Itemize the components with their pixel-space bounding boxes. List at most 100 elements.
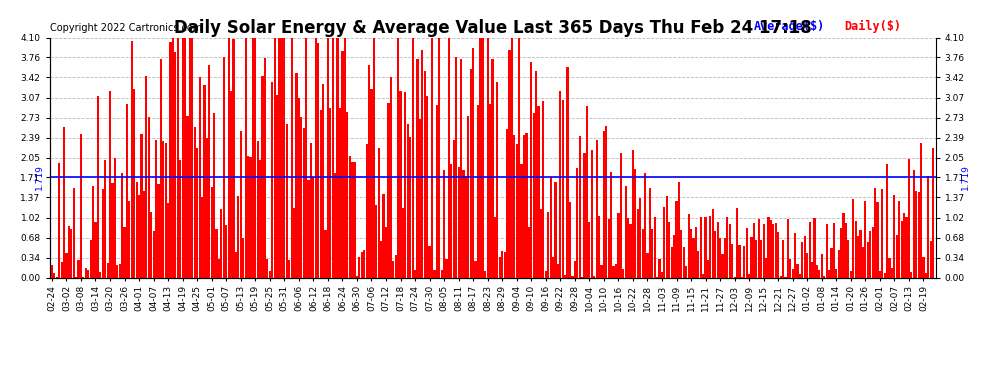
Bar [658,259,660,278]
Bar [842,213,844,278]
Bar [249,157,251,278]
Bar [392,261,394,278]
Bar [670,247,673,278]
Bar [903,213,905,278]
Bar [901,221,903,278]
Bar [719,238,721,278]
Bar [327,38,329,278]
Bar [89,240,92,278]
Bar [412,38,414,278]
Bar [154,140,157,278]
Bar [346,112,348,278]
Bar [661,272,663,278]
Bar [247,156,249,278]
Bar [831,248,833,278]
Bar [770,220,772,278]
Bar [739,245,741,278]
Bar [141,134,143,278]
Bar [874,188,876,278]
Bar [208,65,210,278]
Bar [506,129,508,278]
Bar [92,186,94,278]
Bar [424,71,426,278]
Bar [736,209,739,278]
Bar [450,164,452,278]
Bar [646,253,648,278]
Bar [126,104,128,278]
Bar [789,259,791,278]
Bar [675,201,677,278]
Bar [750,237,752,278]
Bar [727,217,729,278]
Bar [816,266,818,278]
Bar [136,182,138,278]
Bar [906,217,908,278]
Bar [644,172,646,278]
Bar [402,209,404,278]
Bar [583,153,586,278]
Bar [918,192,920,278]
Bar [673,235,675,278]
Bar [325,230,327,278]
Bar [755,240,757,278]
Bar [564,274,566,278]
Bar [499,257,501,278]
Bar [114,158,116,278]
Bar [419,118,421,278]
Bar [390,77,392,278]
Bar [97,96,99,278]
Bar [75,277,77,278]
Bar [63,127,65,278]
Bar [593,276,595,278]
Bar [320,110,322,278]
Bar [745,228,747,278]
Bar [256,141,258,278]
Bar [847,240,849,278]
Bar [243,238,245,278]
Bar [932,148,935,278]
Bar [814,217,816,278]
Bar [504,252,506,278]
Bar [387,103,389,278]
Bar [148,117,149,278]
Bar [879,271,881,278]
Bar [821,254,823,278]
Bar [143,191,145,278]
Bar [465,176,467,278]
Bar [305,38,307,278]
Bar [211,187,213,278]
Bar [717,222,719,278]
Bar [640,198,642,278]
Bar [286,124,288,278]
Bar [407,123,409,278]
Bar [782,240,784,278]
Bar [777,232,779,278]
Bar [787,219,789,278]
Bar [469,69,472,278]
Bar [375,205,377,278]
Bar [531,62,533,278]
Bar [330,108,332,278]
Bar [663,207,665,278]
Bar [896,235,898,278]
Bar [80,135,82,278]
Bar [477,105,479,278]
Bar [268,271,271,278]
Bar [228,38,230,278]
Bar [743,246,745,278]
Bar [162,141,164,278]
Bar [310,143,312,278]
Bar [385,226,387,278]
Bar [610,172,612,278]
Bar [702,274,704,278]
Bar [494,216,496,278]
Bar [189,38,191,278]
Bar [622,269,625,278]
Bar [871,227,874,278]
Bar [245,38,247,278]
Bar [251,38,254,278]
Bar [923,257,925,278]
Bar [603,131,605,278]
Bar [625,186,627,278]
Bar [107,263,109,278]
